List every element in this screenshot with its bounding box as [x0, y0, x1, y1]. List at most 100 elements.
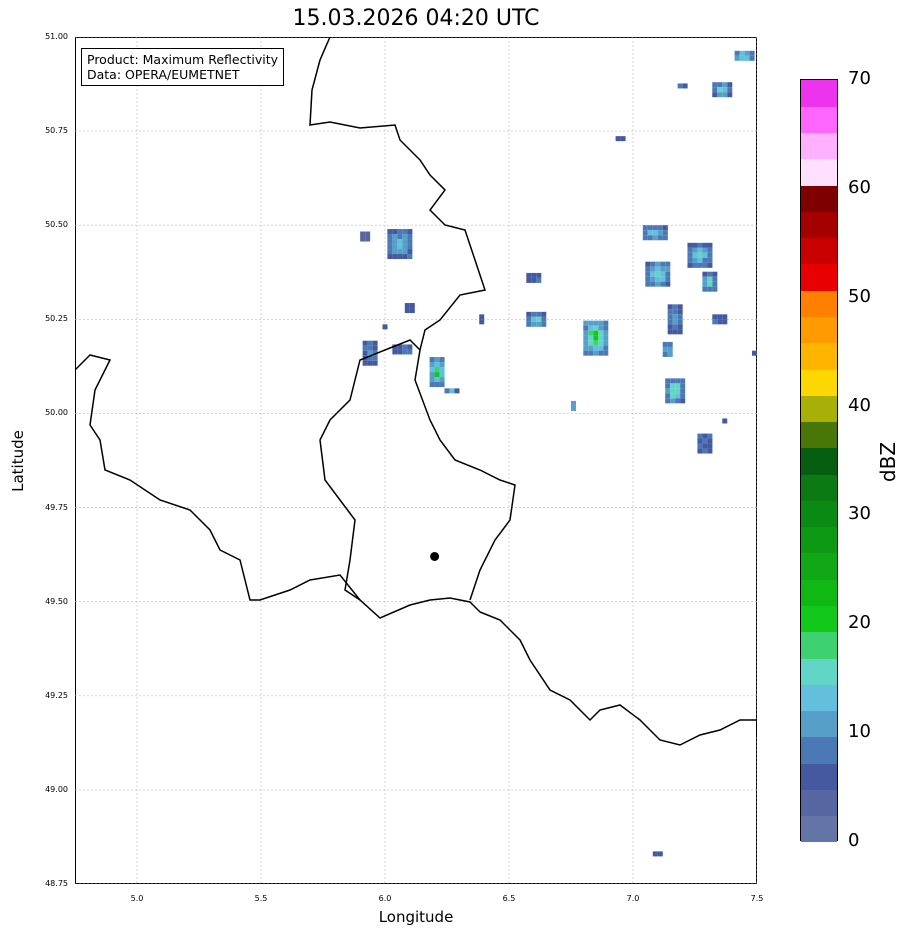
- radar-pixel: [657, 235, 663, 241]
- radar-pixel: [660, 261, 666, 267]
- radar-pixel: [593, 345, 599, 351]
- radar-pixel: [712, 271, 718, 277]
- radar-pixel: [402, 229, 408, 235]
- radar-pixel: [667, 304, 673, 310]
- radar-pixel: [397, 239, 403, 245]
- radar-pixel: [670, 388, 676, 394]
- border-luxembourg: [319, 339, 481, 619]
- radar-pixel: [570, 400, 576, 406]
- radar-pixel: [697, 443, 703, 449]
- radar-pixel: [526, 316, 532, 322]
- radar-pixel: [712, 92, 718, 98]
- x-tick-label: 7.5: [750, 894, 764, 903]
- radar-pixel: [665, 393, 671, 399]
- radar-pixel: [707, 281, 713, 287]
- radar-pixel: [603, 330, 609, 336]
- radar-pixel: [652, 851, 658, 857]
- radar-pixel: [657, 225, 663, 231]
- radar-pixel: [655, 261, 661, 267]
- radar-pixel: [682, 83, 688, 89]
- radar-pixel: [680, 398, 686, 404]
- radar-pixel: [407, 249, 413, 255]
- radar-pixel: [667, 324, 673, 330]
- colorbar-segment: [801, 132, 837, 160]
- radar-pixel: [536, 272, 542, 278]
- colorbar-tick-label: 60: [848, 176, 871, 198]
- radar-pixel: [652, 235, 658, 241]
- colorbar-tick-label: 20: [848, 612, 871, 634]
- x-tick-label: 6.0: [378, 894, 392, 903]
- radar-pixel: [479, 319, 485, 325]
- radar-pixel: [707, 242, 713, 248]
- radar-pixel: [392, 234, 398, 240]
- radar-pixel: [439, 377, 445, 383]
- radar-pixel: [536, 277, 542, 283]
- colorbar-segment: [801, 80, 837, 107]
- radar-pixel: [744, 50, 750, 56]
- radar-pixel: [702, 448, 708, 454]
- radar-pixel: [409, 308, 415, 314]
- radar-pixel: [702, 286, 708, 292]
- radar-pixel: [429, 367, 435, 373]
- y-tick-label: 49.50: [45, 596, 68, 606]
- radar-pixel: [541, 321, 547, 327]
- radar-pixel: [702, 276, 708, 282]
- radar-pixel: [727, 87, 733, 93]
- map-title: 15.03.2026 04:20 UTC: [292, 6, 540, 31]
- radar-pixel: [665, 276, 671, 282]
- map-canvas: [75, 37, 757, 884]
- radar-pixel: [392, 249, 398, 255]
- y-tick-label: 49.25: [45, 690, 68, 700]
- radar-pixel: [702, 433, 708, 439]
- radar-pixel: [372, 355, 378, 361]
- colorbar-segment: [801, 789, 837, 817]
- radar-pixel: [662, 230, 668, 236]
- radar-pixel: [662, 225, 668, 231]
- radar-pixel: [707, 271, 713, 277]
- radar-pixel: [397, 249, 403, 255]
- radar-pixel: [687, 247, 693, 253]
- radar-pixel: [583, 320, 589, 326]
- colorbar-segment: [801, 342, 837, 370]
- radar-pixel: [536, 316, 542, 322]
- colorbar-segment: [801, 736, 837, 764]
- radar-pixel: [434, 362, 440, 368]
- y-tick-label: 49.75: [45, 502, 68, 512]
- radar-pixel: [697, 448, 703, 454]
- radar-pixel: [392, 344, 398, 350]
- x-tick-label: 5.5: [254, 894, 268, 903]
- radar-pixel: [702, 281, 708, 287]
- radar-pixel: [387, 234, 393, 240]
- y-tick-label: 50.50: [45, 220, 68, 230]
- radar-pixel: [697, 262, 703, 268]
- radar-pixel: [722, 418, 728, 424]
- radar-pixel: [429, 362, 435, 368]
- radar-pixel: [593, 350, 599, 356]
- radar-pixel: [722, 314, 728, 320]
- radar-pixel: [402, 244, 408, 250]
- radar-pixel: [692, 257, 698, 263]
- radar-pixel: [722, 319, 728, 325]
- radar-pixel: [402, 239, 408, 245]
- radar-pixel: [707, 262, 713, 268]
- radar-pixel: [722, 92, 728, 98]
- radar-pixel: [615, 136, 621, 142]
- radar-pixel: [541, 316, 547, 322]
- radar-pixel: [588, 350, 594, 356]
- radar-pixel: [677, 309, 683, 315]
- radar-pixel: [749, 50, 755, 56]
- radar-pixel: [667, 341, 673, 347]
- radar-pixel: [722, 82, 728, 88]
- radar-pixel: [722, 87, 728, 93]
- radar-pixel: [665, 398, 671, 404]
- radar-pixel: [598, 340, 604, 346]
- radar-pixel: [367, 355, 373, 361]
- radar-pixel: [697, 247, 703, 253]
- colorbar-tick-label: 0: [848, 830, 860, 851]
- map-plot-area[interactable]: [75, 37, 757, 884]
- y-tick-label: 51.00: [45, 32, 68, 41]
- radar-pixel: [392, 244, 398, 250]
- radar-pixel: [712, 314, 718, 320]
- border-france-germany: [479, 611, 757, 746]
- radar-pixel: [717, 92, 723, 98]
